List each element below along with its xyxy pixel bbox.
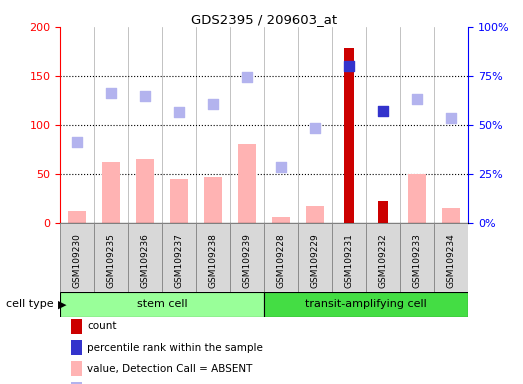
Point bbox=[311, 125, 320, 131]
Bar bbox=[102, 162, 120, 223]
Text: percentile rank within the sample: percentile rank within the sample bbox=[87, 343, 263, 353]
Text: GSM109236: GSM109236 bbox=[141, 233, 150, 288]
Text: GSM109228: GSM109228 bbox=[277, 233, 286, 288]
Bar bbox=[230, 223, 264, 292]
Bar bbox=[60, 292, 264, 317]
Point bbox=[175, 109, 184, 115]
Text: stem cell: stem cell bbox=[137, 299, 187, 310]
Bar bbox=[162, 223, 196, 292]
Bar bbox=[400, 223, 434, 292]
Bar bbox=[366, 223, 400, 292]
Point bbox=[107, 90, 116, 96]
Text: cell type: cell type bbox=[6, 299, 58, 310]
Point bbox=[379, 108, 388, 114]
Bar bbox=[170, 179, 188, 223]
Bar bbox=[298, 223, 332, 292]
Point bbox=[345, 63, 354, 69]
Bar bbox=[204, 177, 222, 223]
Bar bbox=[94, 223, 128, 292]
Bar bbox=[434, 223, 468, 292]
Text: GSM109237: GSM109237 bbox=[175, 233, 184, 288]
Bar bbox=[238, 144, 256, 223]
Bar bbox=[136, 159, 154, 223]
Text: GSM109231: GSM109231 bbox=[345, 233, 354, 288]
Bar bbox=[264, 223, 298, 292]
Bar bbox=[68, 211, 86, 223]
Text: transit-amplifying cell: transit-amplifying cell bbox=[305, 299, 427, 310]
Text: GSM109233: GSM109233 bbox=[413, 233, 422, 288]
Point bbox=[243, 74, 252, 80]
Bar bbox=[264, 292, 468, 317]
Bar bbox=[442, 208, 460, 223]
Text: GSM109232: GSM109232 bbox=[379, 233, 388, 288]
Bar bbox=[379, 201, 388, 223]
Bar bbox=[196, 223, 230, 292]
Bar bbox=[272, 217, 290, 223]
Text: GSM109239: GSM109239 bbox=[243, 233, 252, 288]
Point bbox=[413, 96, 422, 103]
Bar bbox=[60, 223, 94, 292]
Text: ▶: ▶ bbox=[58, 299, 66, 310]
Title: GDS2395 / 209603_at: GDS2395 / 209603_at bbox=[191, 13, 337, 26]
Text: GSM109230: GSM109230 bbox=[73, 233, 82, 288]
Text: GSM109234: GSM109234 bbox=[447, 233, 456, 288]
Text: count: count bbox=[87, 321, 117, 331]
Point bbox=[447, 115, 456, 121]
Bar bbox=[332, 223, 366, 292]
Text: value, Detection Call = ABSENT: value, Detection Call = ABSENT bbox=[87, 364, 253, 374]
Bar bbox=[408, 174, 426, 223]
Bar bbox=[345, 48, 354, 223]
Point bbox=[73, 139, 82, 146]
Bar bbox=[306, 206, 324, 223]
Text: GSM109235: GSM109235 bbox=[107, 233, 116, 288]
Point bbox=[141, 93, 150, 99]
Point bbox=[209, 101, 218, 107]
Bar bbox=[128, 223, 162, 292]
Text: GSM109238: GSM109238 bbox=[209, 233, 218, 288]
Point bbox=[277, 164, 286, 170]
Text: GSM109229: GSM109229 bbox=[311, 233, 320, 288]
